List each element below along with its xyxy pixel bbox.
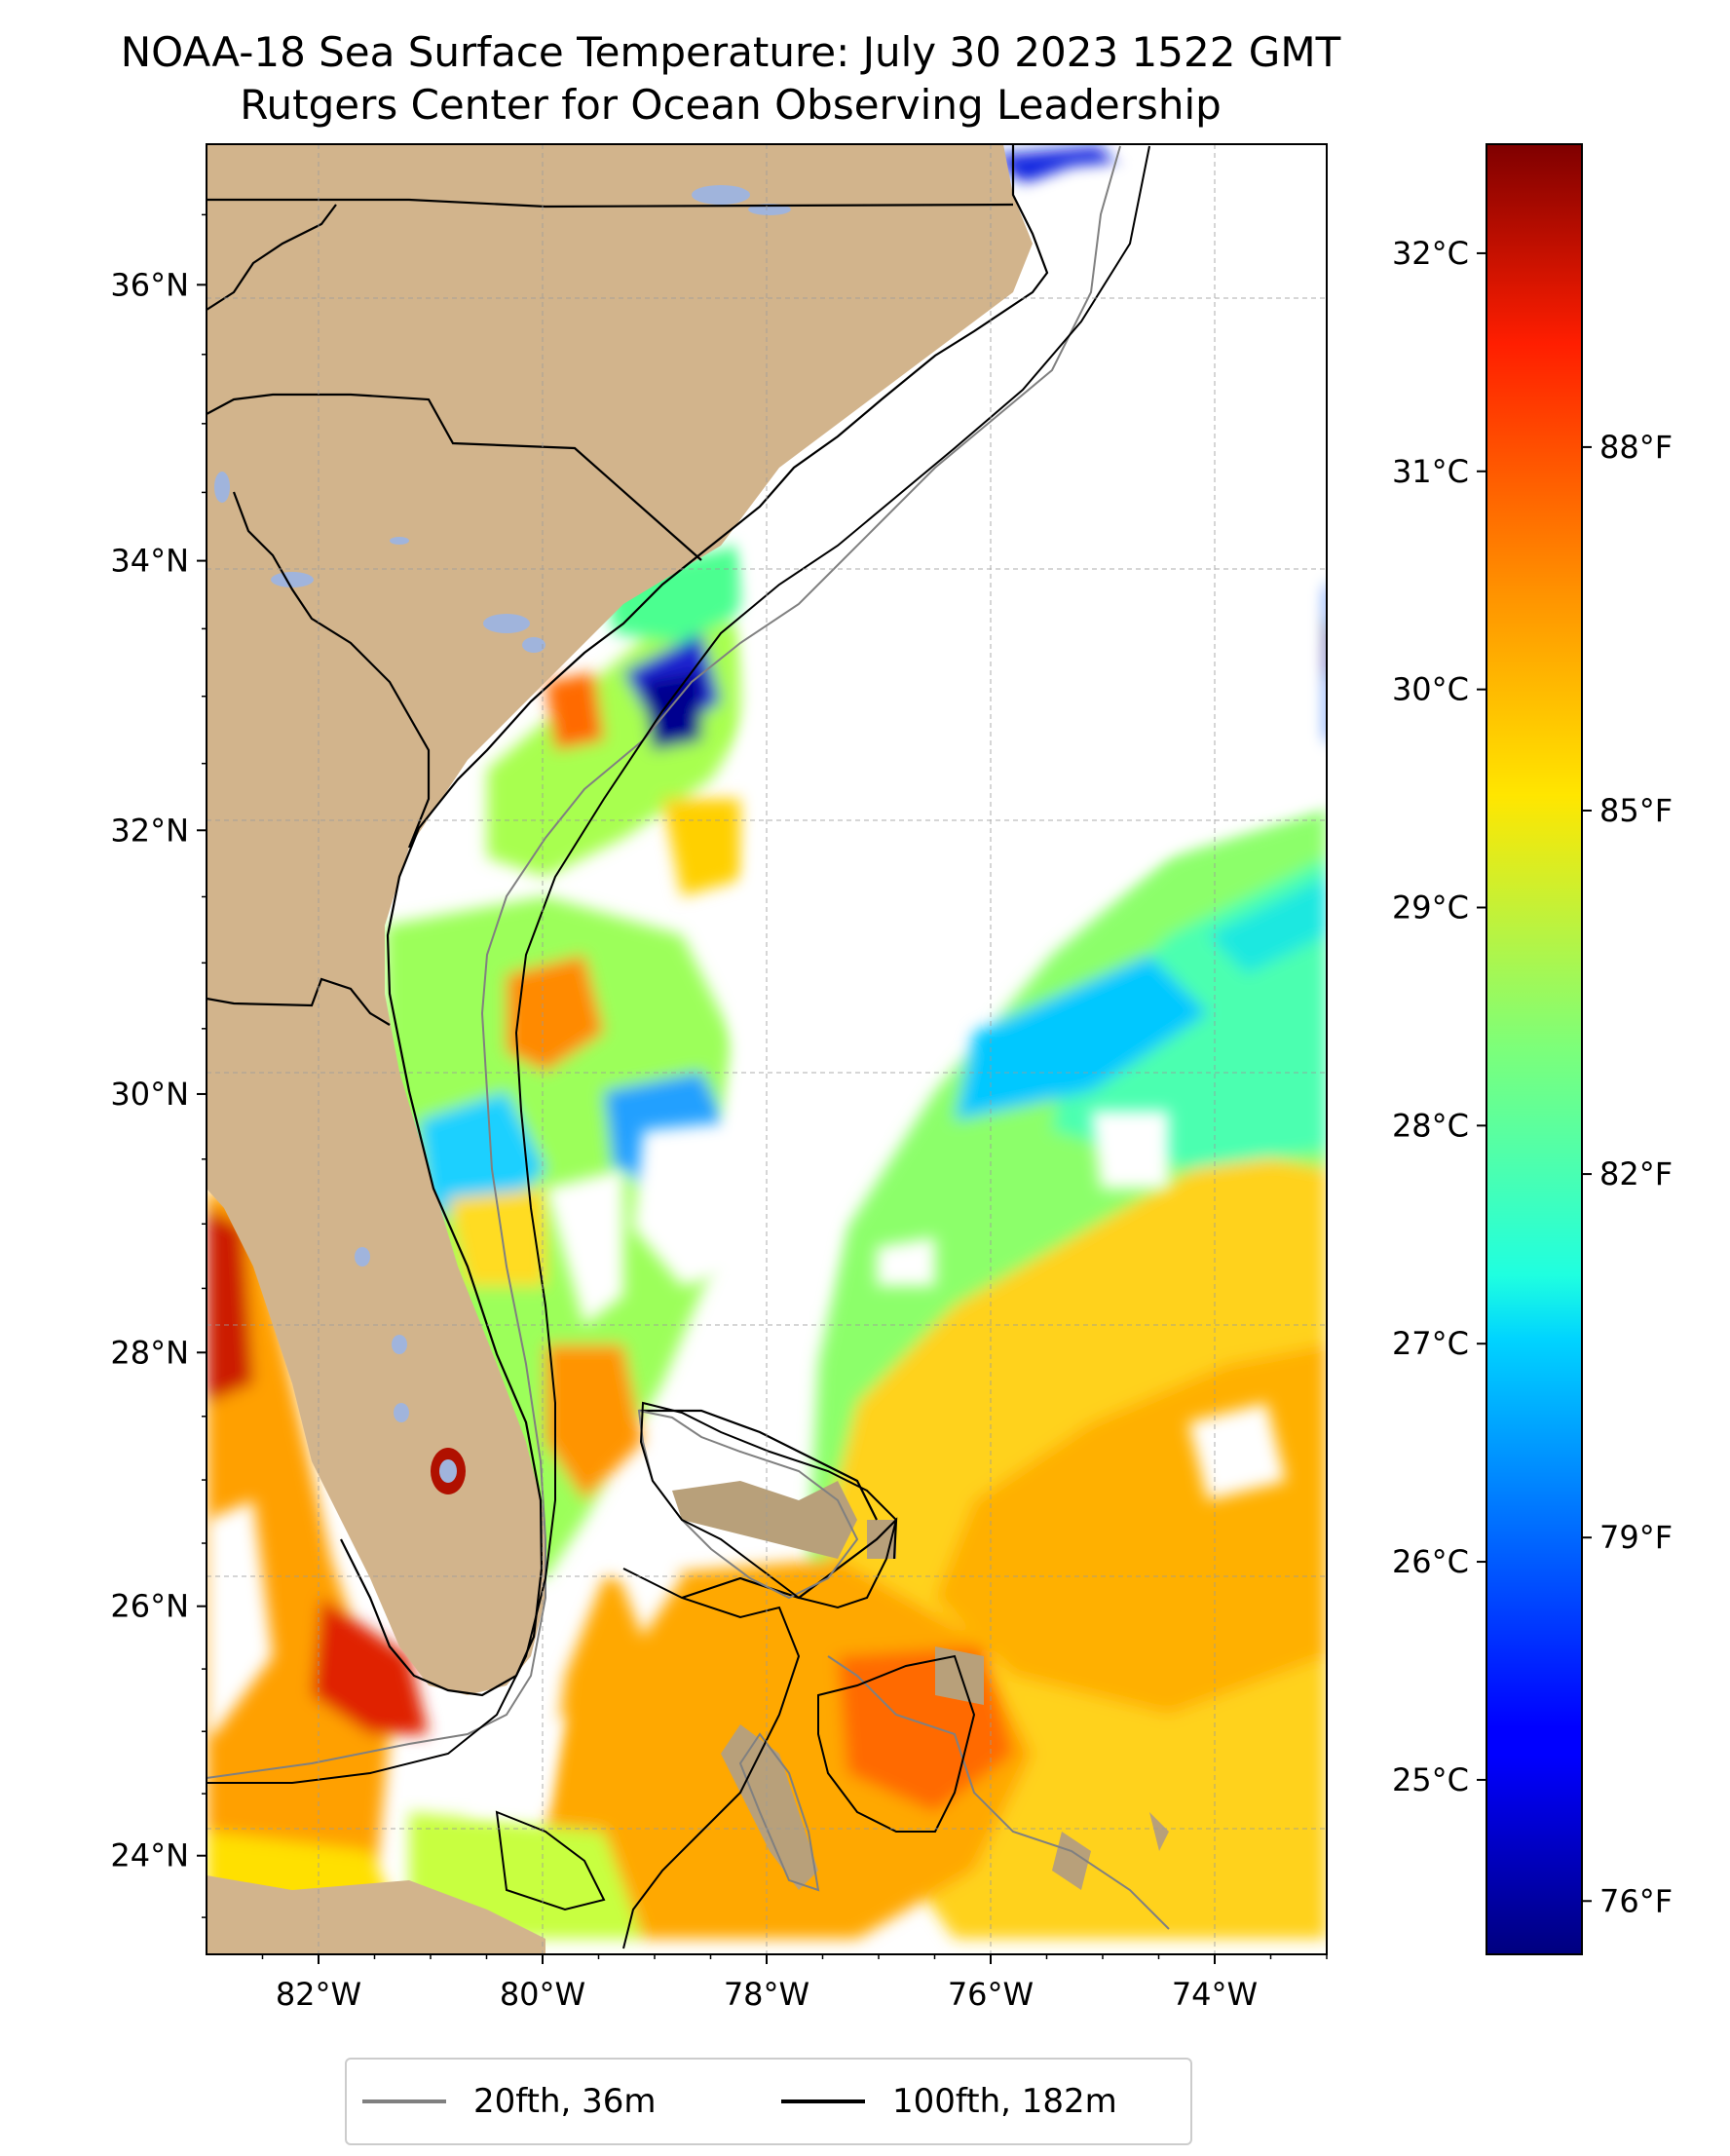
isobath-100fth <box>207 145 1150 1949</box>
celsius-tick-label: 26°C <box>1392 1543 1469 1580</box>
cloud-mask <box>207 146 1327 1812</box>
lon-tick-label: 80°W <box>500 1976 585 2013</box>
map-title: NOAA-18 Sea Surface Temperature: July 30… <box>120 28 1341 76</box>
lat-tick-label: 36°N <box>110 266 189 303</box>
lon-ticks: 82°W 80°W 78°W 76°W 74°W <box>261 1954 1328 2013</box>
lat-tick-label: 26°N <box>110 1588 189 1625</box>
celsius-tick-label: 32°C <box>1392 235 1469 272</box>
legend-label: 20fth, 36m <box>473 2082 657 2121</box>
lakes <box>214 185 791 1494</box>
legend-item-100fth: 100fth, 182m <box>781 2060 1117 2143</box>
celsius-tick-label: 30°C <box>1392 671 1469 708</box>
celsius-tick-label: 31°C <box>1392 453 1469 490</box>
land <box>207 144 1169 1954</box>
legend-label: 100fth, 182m <box>892 2082 1117 2121</box>
lat-tick-label: 32°N <box>110 812 189 849</box>
gridlines <box>207 144 1327 1954</box>
celsius-tick-label: 25°C <box>1392 1761 1469 1798</box>
fahrenheit-tick-label: 76°F <box>1599 1882 1673 1919</box>
lat-tick-label: 28°N <box>110 1334 189 1371</box>
lat-tick-label: 34°N <box>110 543 189 580</box>
fahrenheit-tick-label: 79°F <box>1599 1519 1673 1556</box>
legend-swatch <box>781 2099 865 2103</box>
celsius-tick-label: 27°C <box>1392 1325 1469 1362</box>
lon-tick-label: 82°W <box>276 1976 361 2013</box>
map-panel <box>207 144 1327 1954</box>
isobath-legend: 20fth, 36m 100fth, 182m <box>345 2058 1192 2145</box>
lat-ticks: 24°N 26°N 28°N 30°N 32°N 34°N 36°N <box>110 213 207 1918</box>
lon-tick-label: 74°W <box>1172 1976 1258 2013</box>
legend-item-20fth: 20fth, 36m <box>362 2060 657 2143</box>
legend-swatch <box>362 2099 446 2103</box>
lat-tick-label: 24°N <box>110 1837 189 1874</box>
fahrenheit-tick-label: 82°F <box>1599 1155 1673 1192</box>
lat-tick-label: 30°N <box>110 1076 189 1113</box>
fahrenheit-tick-label: 88°F <box>1599 429 1673 466</box>
lon-tick-label: 78°W <box>724 1976 809 2013</box>
celsius-tick-label: 29°C <box>1392 889 1469 926</box>
colorbar-ticks: 25°C 26°C 27°C 28°C 29°C 30°C 31°C 32°C 76°F 79°F… <box>1392 235 1673 1919</box>
fahrenheit-tick-label: 85°F <box>1599 792 1673 829</box>
celsius-tick-label: 28°C <box>1392 1107 1469 1144</box>
lon-tick-label: 76°W <box>948 1976 1034 2013</box>
map-subtitle: Rutgers Center for Ocean Observing Leade… <box>240 81 1222 129</box>
colorbar <box>1486 143 1583 1955</box>
